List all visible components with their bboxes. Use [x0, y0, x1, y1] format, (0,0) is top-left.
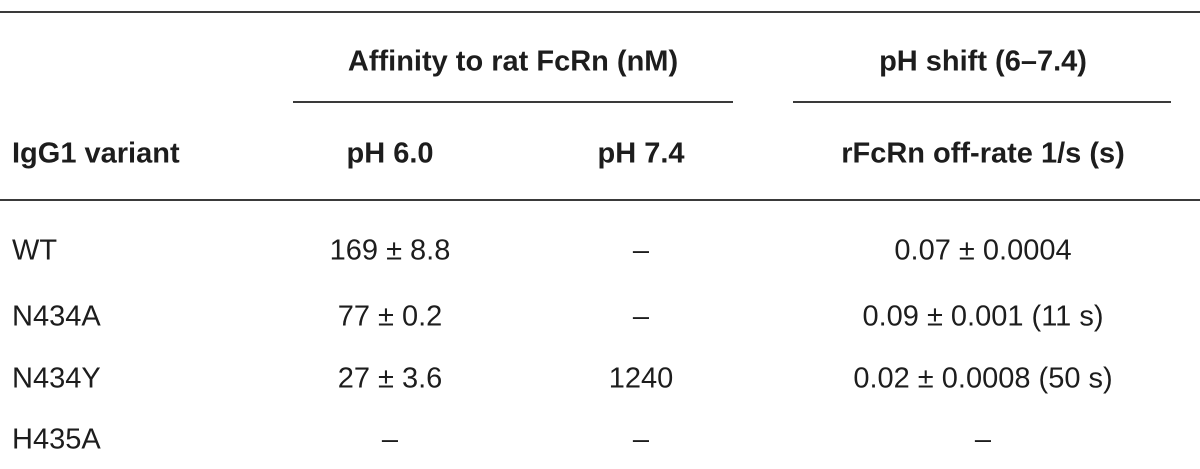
- cell: 169 ± 8.8: [330, 235, 451, 267]
- row-label: N434A: [12, 301, 101, 333]
- group-header: pH shift (6–7.4): [879, 46, 1087, 78]
- cell: –: [633, 301, 650, 333]
- row-label: H435A: [12, 424, 101, 456]
- column-header: rFcRn off-rate 1/s (s): [841, 138, 1125, 170]
- column-header: IgG1 variant: [12, 138, 180, 170]
- row-label: N434Y: [12, 363, 101, 395]
- cell: 1240: [609, 363, 674, 395]
- cell: 0.09 ± 0.001 (11 s): [862, 301, 1103, 333]
- cell: –: [633, 424, 650, 456]
- cell: 77 ± 0.2: [338, 301, 443, 333]
- group-header: Affinity to rat FcRn (nM): [348, 46, 678, 78]
- cell: –: [975, 424, 992, 456]
- cell: –: [382, 424, 399, 456]
- column-header: pH 6.0: [346, 138, 433, 170]
- cell: –: [633, 235, 650, 267]
- cell: 0.02 ± 0.0008 (50 s): [853, 363, 1112, 395]
- cell: 0.07 ± 0.0004: [894, 235, 1071, 267]
- row-label: WT: [12, 235, 57, 267]
- column-header: pH 7.4: [597, 138, 684, 170]
- cell: 27 ± 3.6: [338, 363, 443, 395]
